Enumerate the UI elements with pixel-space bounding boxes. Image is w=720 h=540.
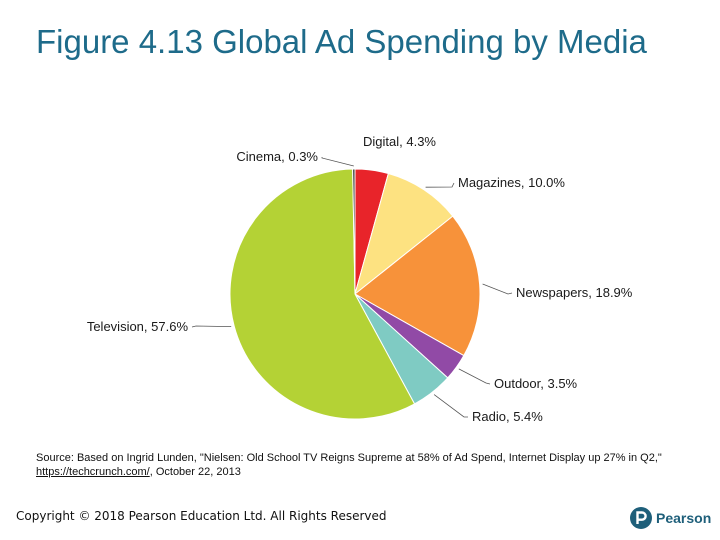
leader-line-television bbox=[191, 325, 232, 328]
slice-label-newspapers: Newspapers, 18.9% bbox=[516, 285, 633, 300]
source-text: Source: Based on Ingrid Lunden, "Nielsen… bbox=[36, 452, 662, 464]
copyright-notice: Copyright © 2018 Pearson Education Ltd. … bbox=[16, 509, 387, 523]
slice-label-digital: Digital, 4.3% bbox=[363, 134, 436, 149]
pie-slice-television bbox=[229, 168, 416, 420]
source-date: , October 22, 2013 bbox=[149, 466, 241, 478]
pie-chart: Digital, 4.3% Magazines, 10.0% Newspapers,… bbox=[87, 134, 633, 424]
pearson-logo-icon bbox=[630, 507, 652, 529]
leader-line-cinema bbox=[321, 157, 354, 167]
pearson-brand: Pearson bbox=[630, 506, 711, 530]
pie-slice-newspapers bbox=[354, 215, 481, 357]
leader-line-newspapers bbox=[482, 283, 513, 295]
leader-line-radio bbox=[433, 394, 468, 418]
pie-labels: Digital, 4.3% Magazines, 10.0% Newspapers,… bbox=[87, 134, 633, 424]
leader-line-outdoor bbox=[458, 368, 491, 385]
slice-label-cinema: Cinema, 0.3% bbox=[236, 149, 318, 164]
pie-slice-magazines bbox=[354, 172, 454, 296]
slice-label-radio: Radio, 5.4% bbox=[472, 409, 543, 424]
source-link[interactable]: https://techcrunch.com/ bbox=[36, 466, 150, 478]
slice-label-television: Television, 57.6% bbox=[87, 319, 189, 334]
slice-label-magazines: Magazines, 10.0% bbox=[458, 175, 565, 190]
slice-label-outdoor: Outdoor, 3.5% bbox=[494, 376, 578, 391]
pie-slices bbox=[229, 168, 481, 420]
slide-title: Figure 4.13 Global Ad Spending by Media bbox=[36, 23, 647, 60]
source-note: Source: Based on Ingrid Lunden, "Nielsen… bbox=[36, 451, 696, 479]
pie-slice-cinema bbox=[352, 168, 356, 295]
brand-name: Pearson bbox=[656, 510, 712, 526]
leader-line-magazines bbox=[425, 182, 455, 188]
